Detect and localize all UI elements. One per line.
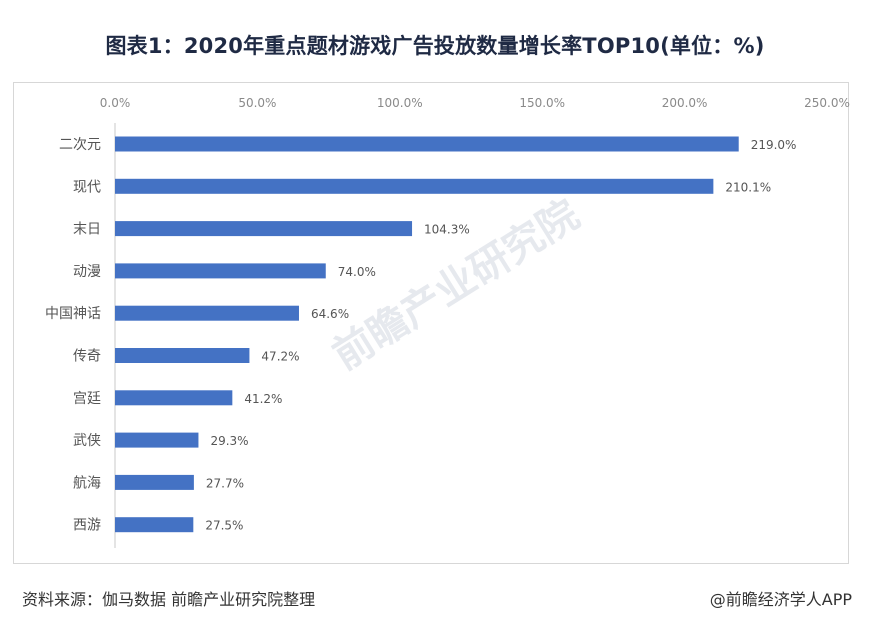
category-label: 宫廷 [73, 391, 101, 407]
value-label: 47.2% [261, 350, 299, 364]
x-tick-label: 150.0% [519, 96, 565, 110]
value-label: 210.1% [725, 180, 771, 194]
x-tick-label: 0.0% [100, 96, 131, 110]
bar [115, 305, 299, 321]
value-label: 74.0% [338, 265, 376, 279]
bar [115, 390, 233, 406]
bar [115, 348, 250, 363]
bar [115, 178, 714, 194]
category-label: 二次元 [59, 137, 101, 153]
bar [115, 136, 739, 152]
bar-chart: 0.0% 50.0% 100.0% 150.0% 200.0% 250.0% 二次元 219.… [45, 96, 850, 548]
chart-title: 图表1：2020年重点题材游戏广告投放数量增长率TOP10(单位：%) [105, 34, 765, 58]
value-label: 27.5% [205, 519, 243, 533]
bar [115, 221, 413, 237]
x-tick-label: 200.0% [662, 96, 708, 110]
x-tick-label: 50.0% [238, 96, 276, 110]
x-tick-label: 100.0% [377, 96, 423, 110]
bar [115, 263, 326, 279]
source-note: 资料来源：伽马数据 前瞻产业研究院整理 [22, 590, 316, 609]
category-label: 末日 [73, 222, 101, 238]
value-label: 27.7% [206, 476, 244, 490]
category-label: 动漫 [73, 264, 101, 280]
value-label: 64.6% [311, 307, 349, 321]
bar [115, 474, 194, 490]
value-label: 104.3% [424, 223, 470, 237]
category-label: 航海 [73, 475, 101, 491]
chart-frame: 前瞻产业研究院 0.0% 50.0% 100.0% 150.0% 200.0% 250.0… [13, 82, 850, 564]
value-label: 41.2% [244, 392, 282, 406]
brand-credit: @前瞻经济学人APP [709, 590, 852, 609]
category-label: 现代 [73, 179, 101, 195]
category-label: 中国神话 [45, 306, 101, 322]
category-label: 传奇 [73, 348, 101, 365]
value-label: 29.3% [210, 434, 248, 448]
bar [115, 517, 194, 533]
category-label: 西游 [73, 518, 101, 534]
category-label: 武侠 [73, 433, 101, 449]
value-label: 219.0% [751, 138, 797, 152]
bar [115, 432, 199, 448]
x-tick-label: 250.0% [804, 96, 850, 110]
